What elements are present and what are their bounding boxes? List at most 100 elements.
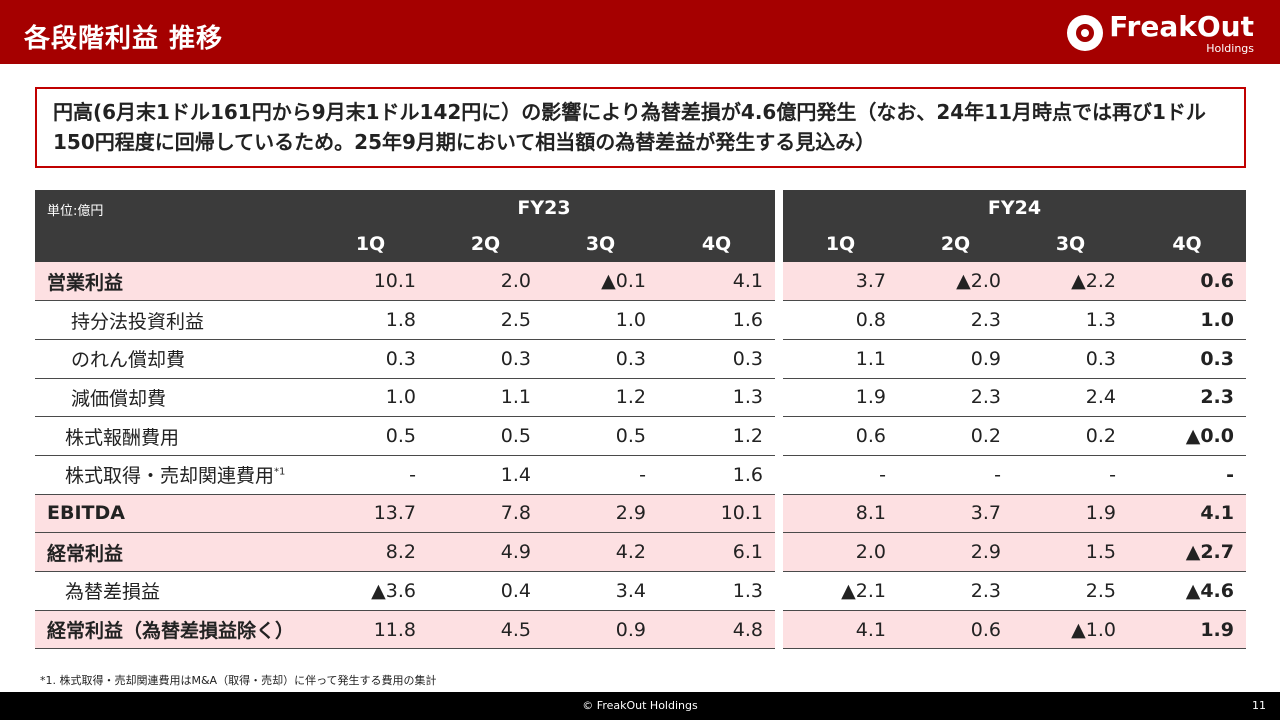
quarter-header-row: 1Q 2Q 3Q 4Q 1Q 2Q 3Q 4Q — [35, 226, 1246, 262]
fy24-cell: 0.6 — [898, 610, 1013, 650]
fy24-cell: 3.7 — [783, 262, 898, 302]
fy24-cell: 1.9 — [783, 378, 898, 418]
fy24-cell: 4.1 — [1128, 494, 1246, 534]
fy24-cell: 0.6 — [1128, 262, 1246, 302]
fy24-header: FY24 — [783, 190, 1246, 226]
table-row: 為替差損益 ▲3.6 0.4 3.4 1.3 ▲2.1 2.3 2.5 ▲4.6 — [35, 571, 1246, 611]
quarter-header: 3Q — [543, 226, 658, 262]
fy24-cell: ▲2.1 — [783, 571, 898, 611]
fy24-cell: - — [783, 455, 898, 495]
fy24-cell: 0.3 — [1013, 339, 1128, 379]
fy24-cell: 1.3 — [1013, 300, 1128, 340]
row-label-text: 為替差損益 — [65, 581, 161, 604]
fy23-cell: 1.3 — [658, 378, 775, 418]
fy23-cell: 10.1 — [313, 262, 428, 302]
quarter-header: 4Q — [658, 226, 775, 262]
row-label: 経常利益 — [35, 532, 313, 572]
row-label-text: EBITDA — [47, 502, 125, 525]
fy23-cell: 0.4 — [428, 571, 543, 611]
fy23-cell: 3.4 — [543, 571, 658, 611]
fy24-cell: 4.1 — [783, 610, 898, 650]
fy23-cell: 10.1 — [658, 494, 775, 534]
quarter-header: 3Q — [1013, 226, 1128, 262]
row-label-text: 株式報酬費用 — [65, 426, 180, 449]
fy23-cell: - — [543, 455, 658, 495]
fy24-cell: 1.9 — [1128, 610, 1246, 650]
fy24-cell: ▲4.6 — [1128, 571, 1246, 611]
row-label-text: 経常利益 — [47, 542, 124, 565]
row-label-text: 営業利益 — [47, 271, 124, 294]
fy24-cell: 2.9 — [898, 532, 1013, 572]
fy23-cell: 1.2 — [543, 378, 658, 418]
row-label: 営業利益 — [35, 262, 313, 302]
row-label: 株式報酬費用 — [35, 416, 313, 456]
fy23-cell: 0.5 — [543, 416, 658, 456]
quarter-header: 1Q — [313, 226, 428, 262]
fy23-cell: 1.4 — [428, 455, 543, 495]
fy24-cell: 0.3 — [1128, 339, 1246, 379]
page-number: 11 — [1252, 699, 1266, 712]
fy23-cell: 0.3 — [428, 339, 543, 379]
callout-box: 円高(6月末1ドル161円から9月末1ドル142円に）の影響により為替差損が4.… — [35, 87, 1246, 168]
fy23-cell: 1.3 — [658, 571, 775, 611]
quarter-header: 2Q — [898, 226, 1013, 262]
fy24-cell: 1.5 — [1013, 532, 1128, 572]
row-label: 為替差損益 — [35, 571, 313, 611]
logo-sub: Holdings — [1206, 41, 1254, 55]
company-logo: FreakOut Holdings — [1067, 6, 1254, 60]
fy23-cell: 0.5 — [313, 416, 428, 456]
fy23-cell: ▲3.6 — [313, 571, 428, 611]
fy23-cell: 6.1 — [658, 532, 775, 572]
table-row: 株式報酬費用 0.5 0.5 0.5 1.2 0.6 0.2 0.2 ▲0.0 — [35, 416, 1246, 456]
fy24-cell: 2.3 — [898, 378, 1013, 418]
fy23-cell: 0.9 — [543, 610, 658, 650]
fy24-cell: ▲1.0 — [1013, 610, 1128, 650]
row-label: のれん償却費 — [35, 339, 313, 379]
fy23-cell: 0.3 — [313, 339, 428, 379]
table-row: 営業利益 10.1 2.0 ▲0.1 4.1 3.7 ▲2.0 ▲2.2 0.6 — [35, 262, 1246, 302]
fy24-cell: 1.0 — [1128, 300, 1246, 340]
fy24-cell: 1.9 — [1013, 494, 1128, 534]
callout-text: 円高(6月末1ドル161円から9月末1ドル142円に）の影響により為替差損が4.… — [53, 100, 1206, 154]
fy24-cell: 0.2 — [898, 416, 1013, 456]
fy23-cell: 8.2 — [313, 532, 428, 572]
fy24-cell: - — [898, 455, 1013, 495]
table-row: 持分法投資利益 1.8 2.5 1.0 1.6 0.8 2.3 1.3 1.0 — [35, 300, 1246, 340]
header-bar: 各段階利益 推移 FreakOut Holdings — [0, 0, 1280, 64]
fy24-cell: - — [1013, 455, 1128, 495]
row-label-text: 経常利益（為替差損益除く） — [47, 620, 295, 643]
fy23-cell: 2.5 — [428, 300, 543, 340]
fy23-cell: ▲0.1 — [543, 262, 658, 302]
fy23-cell: 4.2 — [543, 532, 658, 572]
copyright: © FreakOut Holdings — [582, 699, 698, 712]
fy24-cell: 0.9 — [898, 339, 1013, 379]
fy23-cell: 1.6 — [658, 300, 775, 340]
fy24-cell: 2.3 — [898, 571, 1013, 611]
fy24-cell: 0.8 — [783, 300, 898, 340]
table-body: 営業利益 10.1 2.0 ▲0.1 4.1 3.7 ▲2.0 ▲2.2 0.6 持分法投資利益 1… — [35, 262, 1246, 650]
fy23-cell: 1.6 — [658, 455, 775, 495]
fy23-cell: - — [313, 455, 428, 495]
fy23-cell: 2.0 — [428, 262, 543, 302]
table-row: 経常利益 8.2 4.9 4.2 6.1 2.0 2.9 1.5 ▲2.7 — [35, 532, 1246, 572]
fy23-cell: 7.8 — [428, 494, 543, 534]
year-header-row: 単位:億円 FY23 FY24 — [35, 190, 1246, 262]
table-row: 減価償却費 1.0 1.1 1.2 1.3 1.9 2.3 2.4 2.3 — [35, 378, 1246, 418]
fy23-cell: 4.1 — [658, 262, 775, 302]
fy24-cell: 2.3 — [898, 300, 1013, 340]
table-row: 株式取得・売却関連費用*1-1.4-1.6- - - - — [35, 455, 1246, 495]
footer-bar: © FreakOut Holdings 11 — [0, 692, 1280, 720]
quarter-header: 1Q — [783, 226, 898, 262]
fy23-cell: 1.2 — [658, 416, 775, 456]
table-row: 経常利益（為替差損益除く） 11.8 4.5 0.9 4.8 4.1 0.6 ▲1.0 1.9 — [35, 610, 1246, 650]
fy24-cell: ▲2.2 — [1013, 262, 1128, 302]
fy24-cell: 1.1 — [783, 339, 898, 379]
row-label-text: 株式取得・売却関連費用 — [65, 465, 275, 488]
row-label: 減価償却費 — [35, 378, 313, 418]
fy23-cell: 4.5 — [428, 610, 543, 650]
row-label: EBITDA — [35, 494, 313, 534]
fy24-cell: 0.2 — [1013, 416, 1128, 456]
row-label-text: 減価償却費 — [71, 387, 167, 410]
row-label: 持分法投資利益 — [35, 300, 313, 340]
footnote-ref: *1 — [274, 466, 286, 478]
